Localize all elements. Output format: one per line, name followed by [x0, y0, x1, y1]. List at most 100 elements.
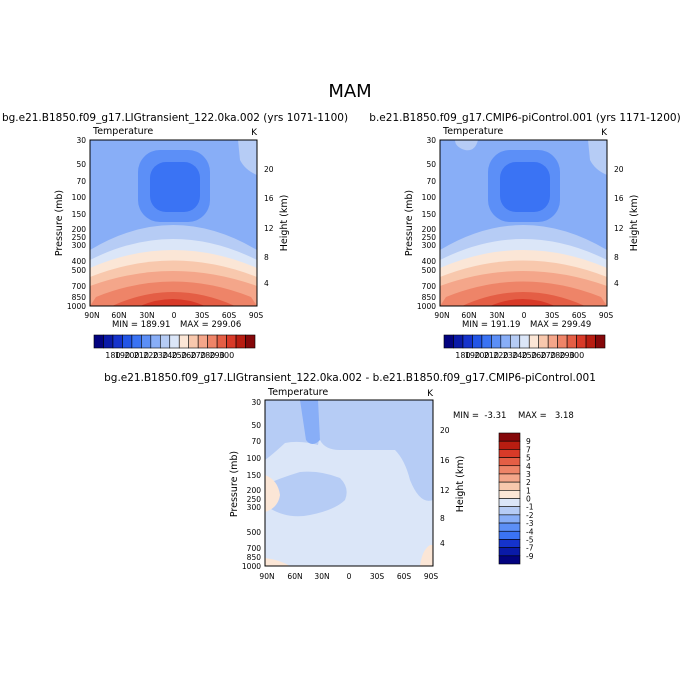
svg-text:16: 16 — [264, 194, 274, 203]
panel-3-y2label: Height (km) — [455, 456, 466, 513]
colorbar-1-swatch — [245, 334, 256, 349]
colorbar-1-label: 220 — [143, 351, 158, 360]
colorbar-3-label: 2 — [526, 478, 531, 487]
colorbar-2-label: 220 — [493, 351, 508, 360]
colorbar-2-label: 210 — [484, 351, 499, 360]
panel-3-title: bg.e21.B1850.f09_g17.LIGtransient_122.0k… — [104, 372, 596, 384]
svg-text:12: 12 — [264, 224, 274, 233]
svg-text:20: 20 — [614, 165, 624, 174]
colorbar-1-swatch — [188, 334, 199, 349]
panel-3-subtitle: Temperature — [267, 387, 328, 398]
colorbar-3-swatch — [498, 440, 521, 450]
colorbar-2-label: 300 — [569, 351, 584, 360]
svg-text:30S: 30S — [195, 311, 210, 320]
svg-text:90S: 90S — [249, 311, 264, 320]
svg-text:500: 500 — [72, 266, 87, 275]
colorbar-2-label: 180 — [455, 351, 470, 360]
svg-text:16: 16 — [440, 456, 450, 465]
colorbar-2-label: 250 — [522, 351, 537, 360]
panel-2-xticks: 90N 60N 30N 0 30S 60S 90S — [434, 311, 613, 320]
svg-text:150: 150 — [247, 471, 262, 480]
svg-text:850: 850 — [72, 293, 87, 302]
svg-text:20: 20 — [264, 165, 274, 174]
colorbar-2-swatch — [500, 334, 511, 349]
svg-text:850: 850 — [422, 293, 437, 302]
svg-text:100: 100 — [72, 193, 87, 202]
panel-1-yticks: 30 50 70 100 150 200 250 300 400 500 700… — [67, 136, 86, 311]
svg-text:12: 12 — [614, 224, 624, 233]
colorbar-1-label: 210 — [134, 351, 149, 360]
svg-text:150: 150 — [422, 210, 437, 219]
svg-text:60S: 60S — [397, 572, 412, 581]
colorbar-3-label: 4 — [526, 462, 531, 471]
colorbar-3-label: 7 — [526, 445, 531, 454]
colorbar-3-label: -7 — [526, 544, 534, 553]
colorbar-2-swatch — [576, 334, 587, 349]
colorbar-2-label: 200 — [474, 351, 489, 360]
svg-text:700: 700 — [422, 282, 437, 291]
panel-2-y2label: Height (km) — [629, 195, 640, 252]
colorbar-2-swatch — [585, 334, 596, 349]
colorbar-1-swatch — [226, 334, 237, 349]
colorbar-3-swatch — [498, 555, 521, 565]
panel-3-xticks: 90N 60N 30N 0 30S 60S 90S — [259, 572, 438, 581]
colorbar-2-swatch — [481, 334, 492, 349]
panel-1-y2label: Height (km) — [279, 195, 290, 252]
svg-text:50: 50 — [76, 160, 86, 169]
panel-3-yticks: 30 50 70 100 150 200 250 300 500 700 850… — [242, 398, 261, 571]
colorbar-2-label: 240 — [512, 351, 527, 360]
colorbar-3-swatch — [498, 506, 521, 516]
svg-text:50: 50 — [426, 160, 436, 169]
colorbar-2-swatch — [453, 334, 464, 349]
panel-3: bg.e21.B1850.f09_g17.LIGtransient_122.0k… — [104, 372, 596, 581]
colorbar-1-swatch — [122, 334, 133, 349]
colorbar-3-swatch — [498, 498, 521, 507]
colorbar-1-label: 230 — [153, 351, 168, 360]
panel-2-ylabel: Pressure (mb) — [404, 190, 415, 256]
colorbar-3-swatch — [498, 539, 521, 548]
svg-text:150: 150 — [72, 210, 87, 219]
colorbar-1-swatch — [216, 334, 227, 349]
svg-text:4: 4 — [614, 279, 619, 288]
colorbar-2-swatch — [443, 334, 454, 349]
svg-text:60N: 60N — [287, 572, 302, 581]
svg-text:200: 200 — [422, 225, 437, 234]
colorbar-2-swatch — [595, 334, 606, 349]
colorbar-1-label: 300 — [219, 351, 234, 360]
panel-2-title: b.e21.B1850.f09_g17.CMIP6-piControl.001 … — [369, 112, 680, 124]
colorbar-2-swatch — [519, 334, 530, 349]
svg-text:400: 400 — [72, 257, 87, 266]
svg-text:60N: 60N — [461, 311, 476, 320]
colorbar-1-swatch — [169, 334, 180, 349]
colorbar-3-label: 5 — [526, 454, 531, 463]
colorbar-2-swatch — [491, 334, 502, 349]
panel-2-subtitle: Temperature — [442, 126, 503, 137]
panel-1-units: K — [251, 128, 258, 138]
svg-text:70: 70 — [251, 437, 261, 446]
colorbar-3-swatch — [498, 432, 521, 442]
svg-text:400: 400 — [422, 257, 437, 266]
colorbar-2-swatch — [509, 334, 521, 349]
colorbar-1-swatch — [150, 334, 161, 349]
svg-text:30: 30 — [76, 136, 86, 145]
panel-1-field — [90, 140, 257, 306]
colorbar-3-label: 0 — [526, 495, 531, 504]
colorbar-1-swatch — [235, 334, 246, 349]
colorbar-2-swatch — [462, 334, 473, 349]
svg-text:850: 850 — [247, 553, 262, 562]
svg-text:1000: 1000 — [417, 302, 436, 311]
colorbar-3-swatch — [498, 514, 521, 524]
svg-text:30: 30 — [251, 398, 261, 407]
colorbar-1-swatch — [141, 334, 152, 349]
svg-text:90N: 90N — [259, 572, 274, 581]
colorbar-1-swatch — [131, 334, 142, 349]
svg-text:8: 8 — [440, 514, 445, 523]
panel-1-xticks: 90N 60N 30N 0 30S 60S 90S — [84, 311, 263, 320]
panel-3-min: MIN = -3.31 — [453, 411, 506, 421]
svg-text:0: 0 — [347, 572, 352, 581]
panel-2-units: K — [601, 128, 608, 138]
colorbar-2-label: 260 — [531, 351, 546, 360]
svg-text:0: 0 — [172, 311, 177, 320]
